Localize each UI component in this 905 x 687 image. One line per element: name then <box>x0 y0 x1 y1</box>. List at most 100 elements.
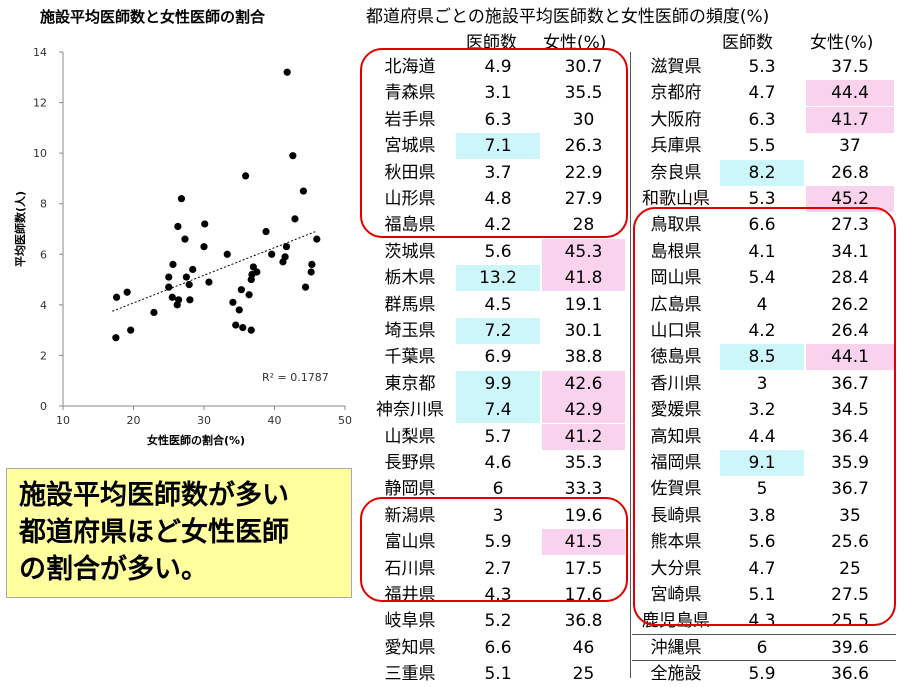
prefecture-name: 青森県 <box>384 83 436 104</box>
prefecture-name: 島根県 <box>650 241 702 262</box>
female-value: 30 <box>572 109 595 130</box>
caption-line: の割合が多い。 <box>19 554 208 585</box>
prefecture-name: 宮崎県 <box>650 585 702 605</box>
row-separator <box>632 633 896 635</box>
doctors-value: 2.7 <box>484 558 512 579</box>
y-tick-label: 2 <box>40 349 47 362</box>
row-separator <box>632 660 896 662</box>
x-tick-label: 30 <box>197 414 211 427</box>
prefecture-name: 埼玉県 <box>384 321 436 341</box>
female-value: 26.8 <box>831 162 869 183</box>
data-point <box>239 324 247 332</box>
prefecture-name: 北海道 <box>384 57 436 77</box>
doctors-value: 5.9 <box>484 532 512 553</box>
data-point <box>168 293 176 301</box>
prefecture-name: 山形県 <box>384 189 436 209</box>
female-value: 26.3 <box>564 136 603 157</box>
data-point <box>247 326 255 334</box>
female-value: 34.5 <box>831 400 869 421</box>
female-value: 46 <box>572 637 595 658</box>
data-point <box>229 298 237 306</box>
doctors-value: 4.9 <box>484 57 512 77</box>
female-value: 37.5 <box>831 57 869 77</box>
female-value: 35.3 <box>564 453 603 473</box>
female-value: 41.8 <box>542 265 625 292</box>
data-point <box>181 235 189 243</box>
doctors-value: 3.2 <box>748 400 776 421</box>
y-tick-label: 10 <box>33 147 47 160</box>
y-tick-label: 14 <box>33 46 47 59</box>
doctors-value: 5 <box>756 479 768 500</box>
doctors-value: 5.5 <box>748 136 776 157</box>
female-value: 36.4 <box>831 426 869 447</box>
doctors-value: 3 <box>492 505 504 526</box>
data-point <box>223 250 231 258</box>
doctors-value: 6 <box>492 479 504 500</box>
data-point <box>281 253 289 261</box>
caption-line: 施設平均医師数が多い <box>19 480 289 511</box>
doctors-value: 4 <box>756 294 768 315</box>
prefecture-name: 東京都 <box>384 373 436 394</box>
female-value: 35.9 <box>831 453 869 473</box>
doctors-value: 6.3 <box>748 109 776 130</box>
prefecture-name: 三重県 <box>384 664 436 685</box>
highlight-oval <box>360 48 628 238</box>
female-value: 41.5 <box>542 529 625 556</box>
data-point <box>235 306 243 314</box>
prefecture-name: 群馬県 <box>384 294 436 315</box>
data-point <box>189 265 197 274</box>
prefecture-name: 岩手県 <box>384 109 436 130</box>
doctors-value: 4.2 <box>484 215 512 236</box>
data-point <box>253 268 261 276</box>
female-value: 26.4 <box>831 321 869 341</box>
doctors-value: 3 <box>756 373 768 394</box>
prefecture-name: 岡山県 <box>650 268 702 289</box>
prefecture-name: 富山県 <box>384 532 436 553</box>
data-point <box>307 268 315 276</box>
female-value: 25 <box>572 664 595 685</box>
doctors-value: 5.9 <box>748 664 776 685</box>
highlight-oval <box>633 207 896 626</box>
y-tick-label: 8 <box>40 198 47 211</box>
female-value: 36.6 <box>831 664 869 685</box>
data-point <box>123 288 131 296</box>
data-point <box>175 296 183 304</box>
prefecture-name: 高知県 <box>650 426 702 447</box>
data-point <box>247 275 255 284</box>
r-squared-label: R² = 0.1787 <box>262 371 329 384</box>
female-value: 36.8 <box>564 611 603 632</box>
doctors-value: 4.7 <box>748 558 776 579</box>
prefecture-name: 愛媛県 <box>650 400 702 421</box>
prefecture-name: 鳥取県 <box>650 215 702 236</box>
trendline <box>112 230 317 312</box>
prefecture-name: 秋田県 <box>384 162 436 183</box>
female-value: 19.6 <box>564 505 603 526</box>
doctors-value: 6.3 <box>484 109 512 130</box>
data-point <box>241 172 250 180</box>
data-point <box>165 273 173 281</box>
y-tick-label: 0 <box>40 400 47 413</box>
female-value: 19.1 <box>564 294 603 315</box>
prefecture-name: 鹿児島県 <box>642 611 710 632</box>
prefecture-name: 千葉県 <box>384 347 436 368</box>
doctors-value: 4.3 <box>748 611 776 632</box>
chart-title: 施設平均医師数と女性医師の割合 <box>40 8 266 26</box>
highlight-oval <box>360 497 628 602</box>
doctors-value: 5.7 <box>484 426 512 447</box>
x-tick-label: 40 <box>268 414 282 427</box>
doctors-value: 5.3 <box>748 189 776 209</box>
female-value: 33.3 <box>564 479 603 500</box>
prefecture-name: 静岡県 <box>384 479 436 500</box>
doctors-value: 4.6 <box>484 453 512 473</box>
female-value: 28 <box>572 215 595 236</box>
column-divider <box>630 52 631 678</box>
y-tick-label: 12 <box>33 97 47 110</box>
female-value: 30.7 <box>564 57 603 77</box>
female-value: 27.3 <box>831 215 869 236</box>
data-point <box>165 283 173 291</box>
data-point <box>182 273 190 281</box>
data-point <box>200 243 208 251</box>
female-value: 44.1 <box>806 344 894 371</box>
prefecture-name: 愛知県 <box>384 637 436 658</box>
prefecture-name: 大阪府 <box>650 109 702 130</box>
